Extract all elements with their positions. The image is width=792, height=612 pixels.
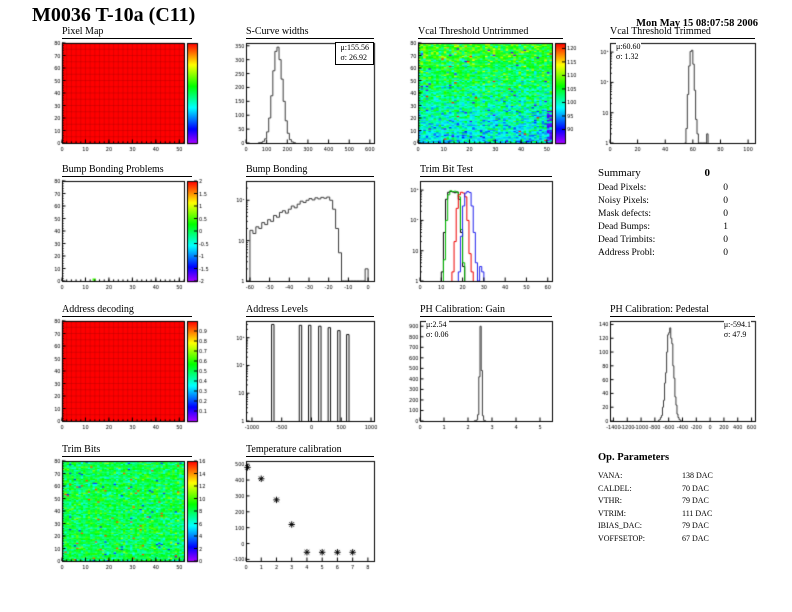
summary-title: Summary — [598, 167, 641, 179]
ph-gain-title: PH Calibration: Gain — [420, 304, 552, 317]
page-title: M0036 T-10a (C11) — [32, 4, 196, 26]
trim-bit-test-plot: Trim Bit Test — [404, 164, 558, 293]
pixel-map-plot: Pixel Map — [48, 26, 210, 155]
summary-row: Address Probl: 0 — [598, 248, 728, 258]
ph-gain-mu: μ:2.54 — [426, 320, 447, 329]
address-decoding-title: Address decoding — [62, 304, 192, 317]
bump-problems-title: Bump Bonding Problems — [62, 164, 192, 177]
trim-bit-test-canvas — [404, 177, 558, 293]
ph-gain-plot: PH Calibration: Gain μ:2.54 σ: 0.06 — [404, 304, 558, 433]
scurve-widths-plot: S-Curve widths μ:155.56 σ: 26.92 — [230, 26, 380, 155]
ph-pedestal-stats: μ:-594.1 σ: 47.9 — [723, 320, 751, 340]
ph-pedestal-plot: PH Calibration: Pedestal μ:-594.1 σ: 47.… — [594, 304, 761, 433]
summary-row: Mask defects: 0 — [598, 209, 728, 219]
op-parameter-row: CALDEL: 70 DAC — [598, 483, 709, 493]
vcal-trimmed-plot: Vcal Threshold Trimmed μ:60.60 σ: 1.32 — [594, 26, 761, 155]
vcal-untrimmed-title: Vcal Threshold Untrimmed — [418, 26, 563, 39]
summary-row: Noisy Pixels: 0 — [598, 196, 728, 206]
vcal-trimmed-sigma: σ: 1.32 — [616, 52, 639, 61]
bump-bonding-title: Bump Bonding — [246, 164, 374, 177]
scurve-sigma: σ: 26.92 — [340, 53, 368, 62]
address-levels-plot: Address Levels — [230, 304, 380, 433]
scurve-mu: μ:155.56 — [340, 43, 369, 52]
summary-block: Summary 0 Dead Pixels: 0 Noisy Pixels: 0 M… — [598, 166, 728, 260]
bump-problems-canvas — [48, 177, 210, 293]
op-parameter-row: VTRIM: 111 DAC — [598, 508, 713, 518]
address-decoding-canvas — [48, 317, 210, 433]
ph-pedestal-sigma: σ: 47.9 — [723, 330, 747, 339]
ph-gain-sigma: σ: 0.06 — [426, 330, 449, 339]
op-parameters-title: Op. Parameters — [598, 452, 670, 463]
pixel-map-canvas — [48, 39, 210, 155]
address-decoding-plot: Address decoding — [48, 304, 210, 433]
summary-row: Dead Bumps: 1 — [598, 222, 728, 232]
ph-pedestal-mu: μ:-594.1 — [723, 320, 751, 329]
op-parameters-block: Op. Parameters VANA: 138 DAC CALDEL: 70 DA… — [598, 452, 713, 545]
summary-row: Dead Trimbits: 0 — [598, 235, 728, 245]
vcal-trimmed-title: Vcal Threshold Trimmed — [610, 26, 755, 39]
temperature-calibration-title: Temperature calibration — [246, 444, 374, 457]
trim-bits-canvas — [48, 457, 210, 573]
vcal-untrimmed-canvas — [404, 39, 578, 155]
address-levels-canvas — [230, 317, 380, 433]
vcal-trimmed-stats: μ:60.60 σ: 1.32 — [616, 42, 641, 62]
op-parameter-row: VOFFSETOP: 67 DAC — [598, 533, 709, 543]
trim-bits-title: Trim Bits — [62, 444, 192, 457]
timestamp: Mon May 15 08:07:58 2006 — [636, 18, 758, 29]
vcal-trimmed-mu: μ:60.60 — [616, 42, 641, 51]
bump-bonding-canvas — [230, 177, 380, 293]
summary-total: 0 — [704, 167, 711, 179]
bump-bonding-plot: Bump Bonding — [230, 164, 380, 293]
op-parameter-row: VANA: 138 DAC — [598, 471, 713, 480]
trim-bits-plot: Trim Bits — [48, 444, 210, 573]
scurve-widths-title: S-Curve widths — [246, 26, 374, 39]
temperature-calibration-plot: Temperature calibration — [230, 444, 380, 573]
ph-gain-stats: μ:2.54 σ: 0.06 — [426, 320, 449, 340]
vcal-untrimmed-plot: Vcal Threshold Untrimmed — [404, 26, 578, 155]
bump-problems-plot: Bump Bonding Problems — [48, 164, 210, 293]
summary-row: Dead Pixels: 0 — [598, 183, 728, 193]
address-levels-title: Address Levels — [246, 304, 374, 317]
temperature-calibration-canvas — [230, 457, 380, 573]
summary-header: Summary 0 — [598, 166, 710, 180]
op-parameter-row: IBIAS_DAC: 79 DAC — [598, 521, 709, 530]
scurve-stats-box: μ:155.56 σ: 26.92 — [335, 42, 374, 65]
pixel-map-title: Pixel Map — [62, 26, 192, 39]
ph-pedestal-title: PH Calibration: Pedestal — [610, 304, 755, 317]
op-parameter-row: VTHR: 79 DAC — [598, 496, 709, 505]
trim-bit-test-title: Trim Bit Test — [420, 164, 552, 177]
